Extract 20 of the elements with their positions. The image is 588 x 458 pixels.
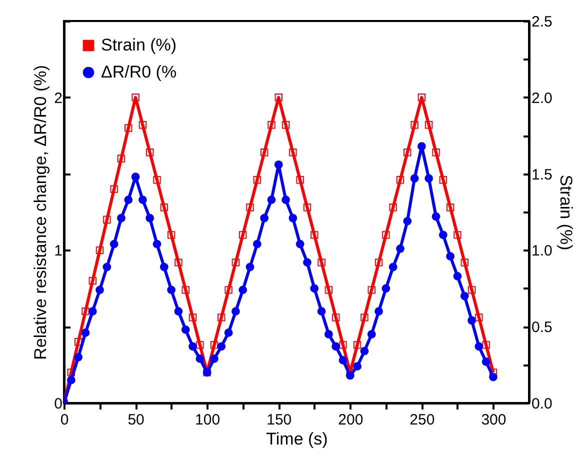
x-tick-label: 150	[266, 412, 292, 428]
x-tick-label: 250	[410, 412, 435, 428]
x-tick-label: 200	[338, 412, 364, 428]
y-tick-label: 2	[54, 90, 62, 107]
x-axis-title: Time (s)	[266, 430, 328, 448]
y2-tick-label: 0.5	[532, 319, 552, 336]
x-tick-label: 100	[195, 412, 220, 428]
y2-tick-label: 1.5	[532, 166, 552, 184]
legend-label: ΔR/R0 (%	[101, 62, 177, 82]
y2-tick-label: 1.0	[532, 242, 552, 260]
x-tick-label: 50	[128, 412, 144, 428]
y2-axis-title: Strain (%)	[556, 174, 576, 250]
y-axis-title: Relative resistance change, ΔR/R0 (%)	[31, 65, 50, 360]
legend-label: Strain (%)	[101, 36, 177, 54]
y2-tick-label: 0.0	[532, 396, 552, 412]
y2-tick-label: 2.0	[532, 90, 552, 107]
y2-tick-label: 2.5	[532, 14, 552, 30]
x-tick-label: 300	[481, 412, 506, 428]
y-tick-label: 0	[54, 396, 62, 412]
y-tick-label: 1	[54, 242, 62, 260]
